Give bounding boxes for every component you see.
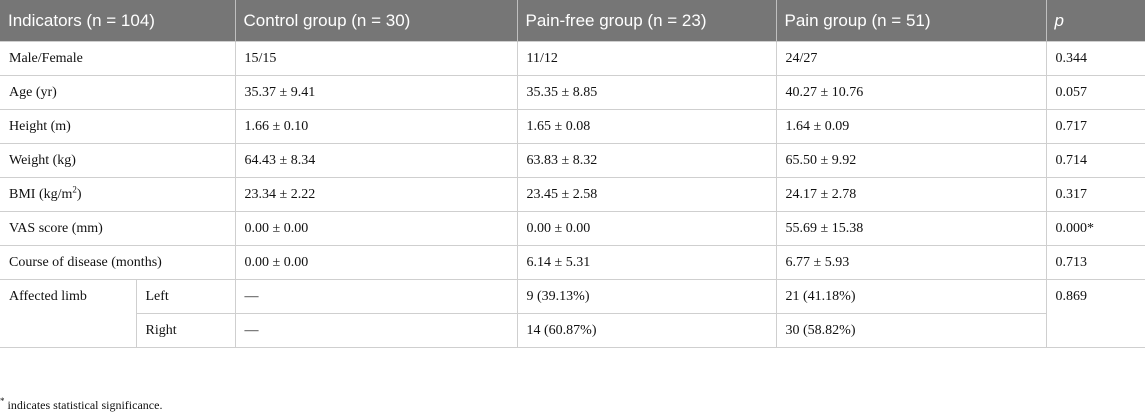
indicator-cell: Weight (kg) [0, 143, 236, 178]
pain-cell: 24/27 [775, 41, 1047, 76]
indicator-cell: Male/Female [0, 41, 236, 76]
header-indicators: Indicators (n = 104) [0, 0, 236, 42]
table-row: Course of disease (months) 0.00 ± 0.00 6… [0, 245, 1145, 280]
footnote-mark: * [0, 396, 5, 406]
table-row: BMI (kg/m2) 23.34 ± 2.22 23.45 ± 2.58 24… [0, 177, 1145, 212]
indicator-cell: VAS score (mm) [0, 211, 236, 246]
control-cell: 23.34 ± 2.22 [234, 177, 518, 212]
pain-cell: 65.50 ± 9.92 [775, 143, 1047, 178]
pain-cell: 6.77 ± 5.93 [775, 245, 1047, 280]
control-cell: 0.00 ± 0.00 [234, 211, 518, 246]
indicator-superscript: 2 [72, 183, 77, 194]
p-value-cell: 0.869 [1045, 279, 1145, 348]
pain-cell: 40.27 ± 10.76 [775, 75, 1047, 110]
pain-free-cell: 35.35 ± 8.85 [516, 75, 777, 110]
table-footnote: * indicates statistical significance. [0, 396, 163, 413]
table-row: Right — 14 (60.87%) 30 (58.82%) [0, 313, 1145, 348]
footnote-text: indicates statistical significance. [4, 398, 163, 412]
control-cell: — [234, 313, 518, 348]
control-cell: 1.66 ± 0.10 [234, 109, 518, 144]
indicator-cell: Age (yr) [0, 75, 236, 110]
pain-cell: 24.17 ± 2.78 [775, 177, 1047, 212]
affected-limb-cell: Affected limb [0, 279, 137, 348]
control-cell: 15/15 [234, 41, 518, 76]
header-p-value: p [1045, 0, 1145, 42]
table-row: Age (yr) 35.37 ± 9.41 35.35 ± 8.85 40.27… [0, 75, 1145, 110]
header-row: Indicators (n = 104) Control group (n = … [0, 0, 1145, 42]
p-value-cell: 0.317 [1045, 177, 1145, 212]
header-control-group: Control group (n = 30) [234, 0, 518, 42]
indicator-cell: Height (m) [0, 109, 236, 144]
pain-free-cell: 11/12 [516, 41, 777, 76]
p-value-cell: 0.714 [1045, 143, 1145, 178]
table-row: Affected limb Left — 9 (39.13%) 21 (41.1… [0, 279, 1145, 348]
header-pain-free-group: Pain-free group (n = 23) [516, 0, 777, 42]
control-cell: 64.43 ± 8.34 [234, 143, 518, 178]
pain-free-cell: 63.83 ± 8.32 [516, 143, 777, 178]
pain-free-cell: 0.00 ± 0.00 [516, 211, 777, 246]
indicator-suffix: ) [76, 186, 82, 202]
pain-cell: 55.69 ± 15.38 [775, 211, 1047, 246]
baseline-characteristics-table: Indicators (n = 104) Control group (n = … [0, 0, 1145, 348]
indicator-cell: BMI (kg/m2) [0, 177, 236, 212]
indicator-cell: Course of disease (months) [0, 245, 236, 280]
p-value-cell: 0.713 [1045, 245, 1145, 280]
p-value-cell: 0.000* [1045, 211, 1145, 246]
pain-free-cell: 9 (39.13%) [516, 279, 777, 314]
pain-cell: 30 (58.82%) [775, 313, 1047, 348]
control-cell: 0.00 ± 0.00 [234, 245, 518, 280]
p-value-cell: 0.057 [1045, 75, 1145, 110]
pain-cell: 21 (41.18%) [775, 279, 1047, 314]
table-row: VAS score (mm) 0.00 ± 0.00 0.00 ± 0.00 5… [0, 211, 1145, 246]
table-row: Male/Female 15/15 11/12 24/27 0.344 [0, 41, 1145, 76]
pain-free-cell: 23.45 ± 2.58 [516, 177, 777, 212]
pain-free-cell: 14 (60.87%) [516, 313, 777, 348]
table-row: Height (m) 1.66 ± 0.10 1.65 ± 0.08 1.64 … [0, 109, 1145, 144]
control-cell: — [234, 279, 518, 314]
table-row: Weight (kg) 64.43 ± 8.34 63.83 ± 8.32 65… [0, 143, 1145, 178]
p-value-cell: 0.344 [1045, 41, 1145, 76]
control-cell: 35.37 ± 9.41 [234, 75, 518, 110]
indicator-text: BMI (kg/m [9, 186, 73, 202]
p-value-cell: 0.717 [1045, 109, 1145, 144]
side-cell: Right [136, 313, 236, 348]
pain-free-cell: 6.14 ± 5.31 [516, 245, 777, 280]
pain-cell: 1.64 ± 0.09 [775, 109, 1047, 144]
side-cell: Left [135, 279, 236, 314]
pain-free-cell: 1.65 ± 0.08 [516, 109, 777, 144]
header-pain-group: Pain group (n = 51) [775, 0, 1047, 42]
